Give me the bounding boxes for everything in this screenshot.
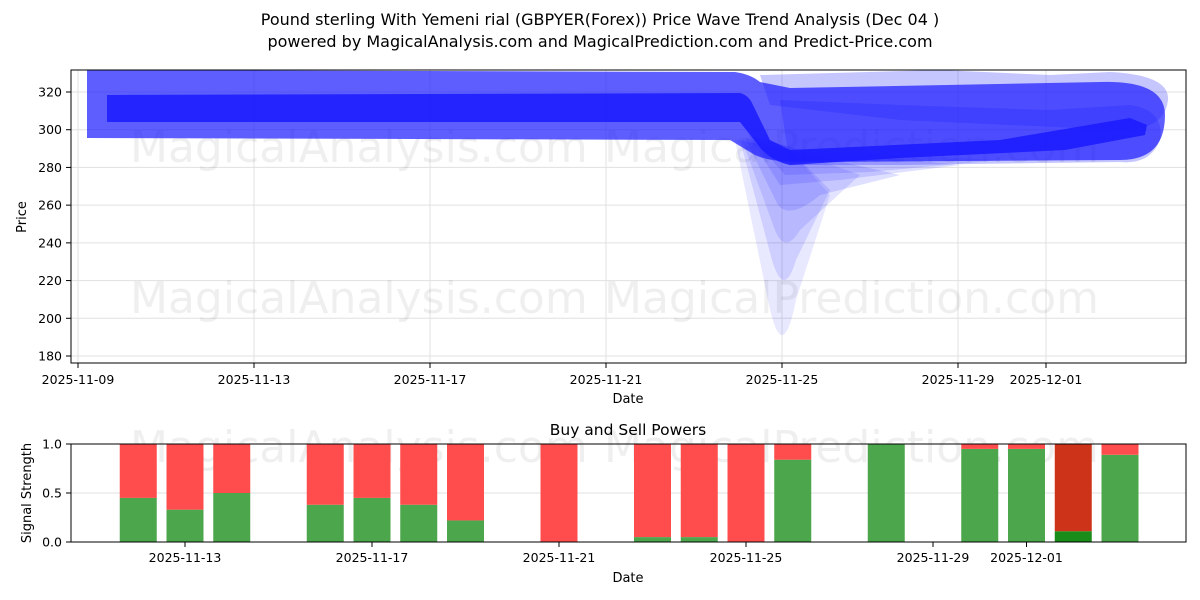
powers-y-tick: 0.0: [42, 535, 62, 550]
price-x-tick: 2025-11-13: [218, 372, 291, 387]
sell-bar: [727, 444, 765, 542]
sell-bar: [1101, 444, 1139, 455]
buy-bar: [353, 497, 391, 542]
powers-x-axis: 2025-11-13 2025-11-17 2025-11-21 2025-11-25…: [149, 542, 1063, 565]
powers-x-label: Date: [612, 571, 643, 586]
sell-bar: [119, 444, 157, 498]
sell-bar: [961, 444, 999, 449]
powers-x-tick: 2025-12-01: [990, 550, 1063, 565]
buy-bar: [961, 448, 999, 542]
buy-bar: [680, 537, 718, 542]
powers-title: Buy and Sell Powers: [550, 421, 707, 439]
price-plot-frame: [70, 69, 1187, 364]
price-y-tick: 320: [38, 85, 62, 100]
price-x-label: Date: [612, 392, 643, 407]
price-y-tick: 180: [38, 349, 62, 364]
powers-x-tick: 2025-11-29: [897, 550, 970, 565]
price-x-tick: 2025-11-17: [394, 372, 467, 387]
sell-bar: [540, 444, 578, 542]
buy-bar: [213, 493, 251, 542]
sell-bar: [353, 444, 391, 498]
sell-bar: [680, 444, 718, 538]
powers-x-tick: 2025-11-25: [710, 550, 783, 565]
price-x-tick: 2025-11-29: [922, 372, 995, 387]
price-x-tick: 2025-12-01: [1010, 372, 1083, 387]
sell-bar: [400, 444, 438, 505]
price-wave-bands: [87, 70, 1169, 335]
price-y-tick: 300: [38, 122, 62, 137]
buy-bar: [1008, 448, 1045, 542]
buy-bar: [867, 444, 905, 542]
powers-x-tick: 2025-11-17: [336, 550, 409, 565]
sell-bar: [774, 444, 812, 460]
price-x-axis: 2025-11-09 2025-11-13 2025-11-17 2025-11-21…: [42, 363, 1083, 387]
price-y-tick: 200: [38, 311, 62, 326]
sell-bar: [213, 444, 251, 493]
sell-bar: [1008, 444, 1045, 449]
buy-sell-bars: [119, 444, 1139, 542]
price-x-tick: 2025-11-25: [746, 372, 819, 387]
buy-bar: [1054, 531, 1092, 542]
sell-bar: [1054, 444, 1092, 532]
sell-bar: [634, 444, 671, 538]
buy-bar: [306, 504, 344, 542]
powers-y-tick: 1.0: [42, 437, 62, 452]
powers-y-axis: 0.0 0.5 1.0: [42, 437, 71, 550]
powers-x-tick: 2025-11-21: [523, 550, 596, 565]
buy-bar: [774, 459, 812, 542]
buy-bar: [634, 537, 671, 542]
price-x-tick: 2025-11-21: [570, 372, 643, 387]
price-y-label: Price: [15, 201, 30, 233]
chart-title: Pound sterling With Yemeni rial (GBPYER(…: [260, 10, 940, 29]
powers-y-tick: 0.5: [42, 486, 62, 501]
sell-bar: [447, 444, 484, 521]
powers-y-label: Signal Strength: [20, 443, 35, 543]
price-y-axis: 180 200 220 240 260 280 300 320: [38, 85, 71, 364]
buy-bar: [447, 520, 484, 542]
chart-subtitle: powered by MagicalAnalysis.com and Magic…: [267, 32, 933, 51]
buy-bar: [166, 509, 204, 542]
buy-bar: [119, 497, 157, 542]
watermark-prediction-mid: MagicalPrediction.com: [604, 273, 1099, 324]
price-y-tick: 260: [38, 198, 62, 213]
price-y-tick: 240: [38, 235, 62, 250]
sell-bar: [166, 444, 204, 510]
watermark-analysis-mid: MagicalAnalysis.com: [130, 273, 588, 324]
price-y-tick: 220: [38, 273, 62, 288]
powers-x-tick: 2025-11-13: [149, 550, 222, 565]
price-y-tick: 280: [38, 160, 62, 175]
buy-bar: [400, 504, 438, 542]
sell-bar: [306, 444, 344, 505]
price-x-tick: 2025-11-09: [42, 372, 115, 387]
buy-bar: [1101, 454, 1139, 542]
